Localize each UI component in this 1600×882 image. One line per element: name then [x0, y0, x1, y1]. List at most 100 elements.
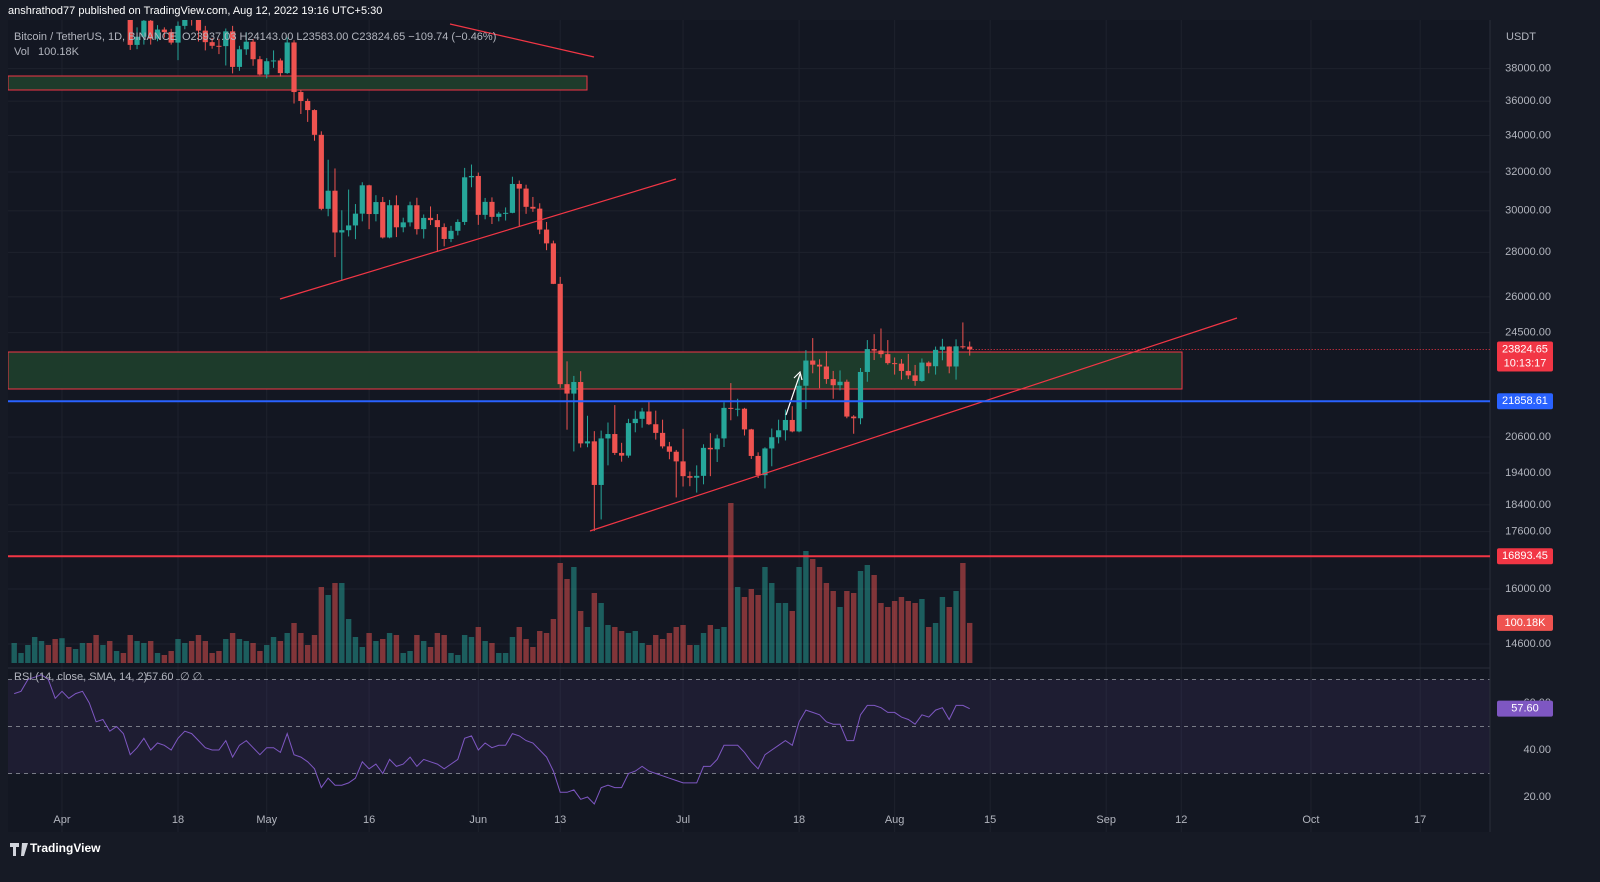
- volume-bar: [161, 655, 168, 663]
- candle-body: [639, 411, 645, 419]
- volume-bar: [188, 641, 195, 663]
- volume-bar: [373, 641, 379, 663]
- y-tick-label: 19400.00: [1505, 467, 1551, 479]
- drawings: [8, 75, 1183, 390]
- trendline: [449, 23, 595, 58]
- candle-body: [680, 461, 686, 477]
- candle-body: [605, 434, 611, 439]
- volume-value: 100.18K: [38, 46, 80, 58]
- y-tick-label: 34000.00: [1505, 129, 1551, 141]
- candle-body: [632, 418, 638, 424]
- candle-body: [748, 429, 754, 456]
- brand: TradingView: [30, 841, 101, 855]
- candle-body: [776, 430, 782, 438]
- volume-bar: [728, 503, 734, 663]
- rsi-name: RSI (14, close, SMA, 14, 2): [14, 671, 147, 683]
- volume-bar: [236, 639, 243, 663]
- trendlines: [279, 23, 1238, 532]
- volume-bar: [366, 633, 372, 663]
- candle-body: [209, 42, 215, 46]
- rsi-value: 57.60: [146, 671, 174, 683]
- volume-bar: [45, 645, 52, 663]
- candle-body: [503, 212, 509, 214]
- candle-body: [141, 20, 147, 37]
- candle-body: [707, 447, 713, 450]
- candle-body: [509, 183, 516, 213]
- price-label: 16893.45: [1502, 550, 1548, 562]
- y-tick-label: 17600.00: [1505, 526, 1551, 538]
- volume-bar: [789, 611, 795, 663]
- candle-body: [270, 60, 277, 62]
- volume-bar: [932, 623, 939, 663]
- candle-body: [366, 185, 372, 215]
- candle-body: [762, 448, 768, 476]
- candle-body: [728, 407, 734, 409]
- candle-body: [202, 30, 208, 43]
- volume-bar: [564, 579, 570, 663]
- y-tick-label: 14600.00: [1505, 638, 1551, 650]
- volume-bar: [714, 629, 720, 663]
- candle-body: [305, 100, 311, 111]
- candle-body: [332, 190, 338, 233]
- rsi-label: 57.60: [1511, 703, 1539, 715]
- volume-bar: [878, 603, 884, 663]
- volume-bar: [857, 571, 864, 663]
- volume-bar: [755, 595, 761, 663]
- volume-bar: [148, 641, 154, 663]
- candle-body: [816, 364, 823, 367]
- volume-bar: [646, 645, 652, 663]
- volume-bar: [625, 633, 632, 663]
- volume-bar: [250, 643, 256, 663]
- candle-body: [687, 476, 693, 478]
- price-label: 21858.61: [1502, 395, 1548, 407]
- candle-body: [346, 225, 352, 231]
- volume-bar: [516, 627, 522, 663]
- axis-labels: Apr 18 May 16 Jun 13 Jul 18 Aug 15 Sep 12 Oct 17 38000…: [53, 63, 1551, 826]
- volume-bar: [823, 583, 830, 663]
- candle-body: [325, 190, 331, 209]
- candle-body: [359, 185, 365, 214]
- volume-bar: [762, 567, 768, 663]
- candle-body: [782, 419, 789, 431]
- volume-bar: [79, 643, 86, 663]
- volume-bar: [393, 635, 400, 663]
- volume-bar: [134, 641, 140, 663]
- candle-body: [823, 366, 829, 380]
- volume-bar: [694, 645, 700, 663]
- volume-bar: [229, 633, 236, 663]
- candle-body: [475, 175, 481, 215]
- volume-bar: [523, 639, 529, 663]
- x-tick-label: 13: [554, 814, 566, 826]
- volume-bar: [707, 625, 714, 663]
- volume-bar: [66, 647, 72, 663]
- volume-bar: [257, 651, 263, 663]
- volume-bar: [264, 645, 270, 663]
- candle-body: [318, 134, 324, 209]
- x-tick-label: 18: [172, 814, 184, 826]
- candle-body: [352, 213, 359, 226]
- volume-bar: [455, 655, 461, 663]
- volume-bar: [277, 641, 284, 663]
- candle-body: [373, 202, 379, 215]
- volume-bar: [448, 653, 454, 663]
- volume-bar: [530, 647, 536, 663]
- x-tick-label: Aug: [885, 814, 905, 826]
- y-tick-label: 30000.00: [1505, 205, 1551, 217]
- footer: [0, 834, 1600, 882]
- candle-body: [223, 31, 229, 47]
- volume-bar: [11, 643, 17, 663]
- candle-body: [380, 202, 386, 238]
- volume-bar: [482, 641, 488, 663]
- candle-body: [148, 20, 154, 39]
- volume-bar: [891, 601, 898, 663]
- volume-bar: [584, 627, 591, 663]
- volume-bar: [769, 583, 775, 663]
- volume-bar: [223, 639, 229, 663]
- candle-body: [932, 349, 939, 367]
- volume-bar: [605, 625, 611, 663]
- trendline: [279, 178, 677, 300]
- candle-body: [851, 416, 857, 419]
- volume-bar: [100, 645, 106, 663]
- candle-body: [905, 370, 911, 376]
- volume-bar: [270, 637, 277, 663]
